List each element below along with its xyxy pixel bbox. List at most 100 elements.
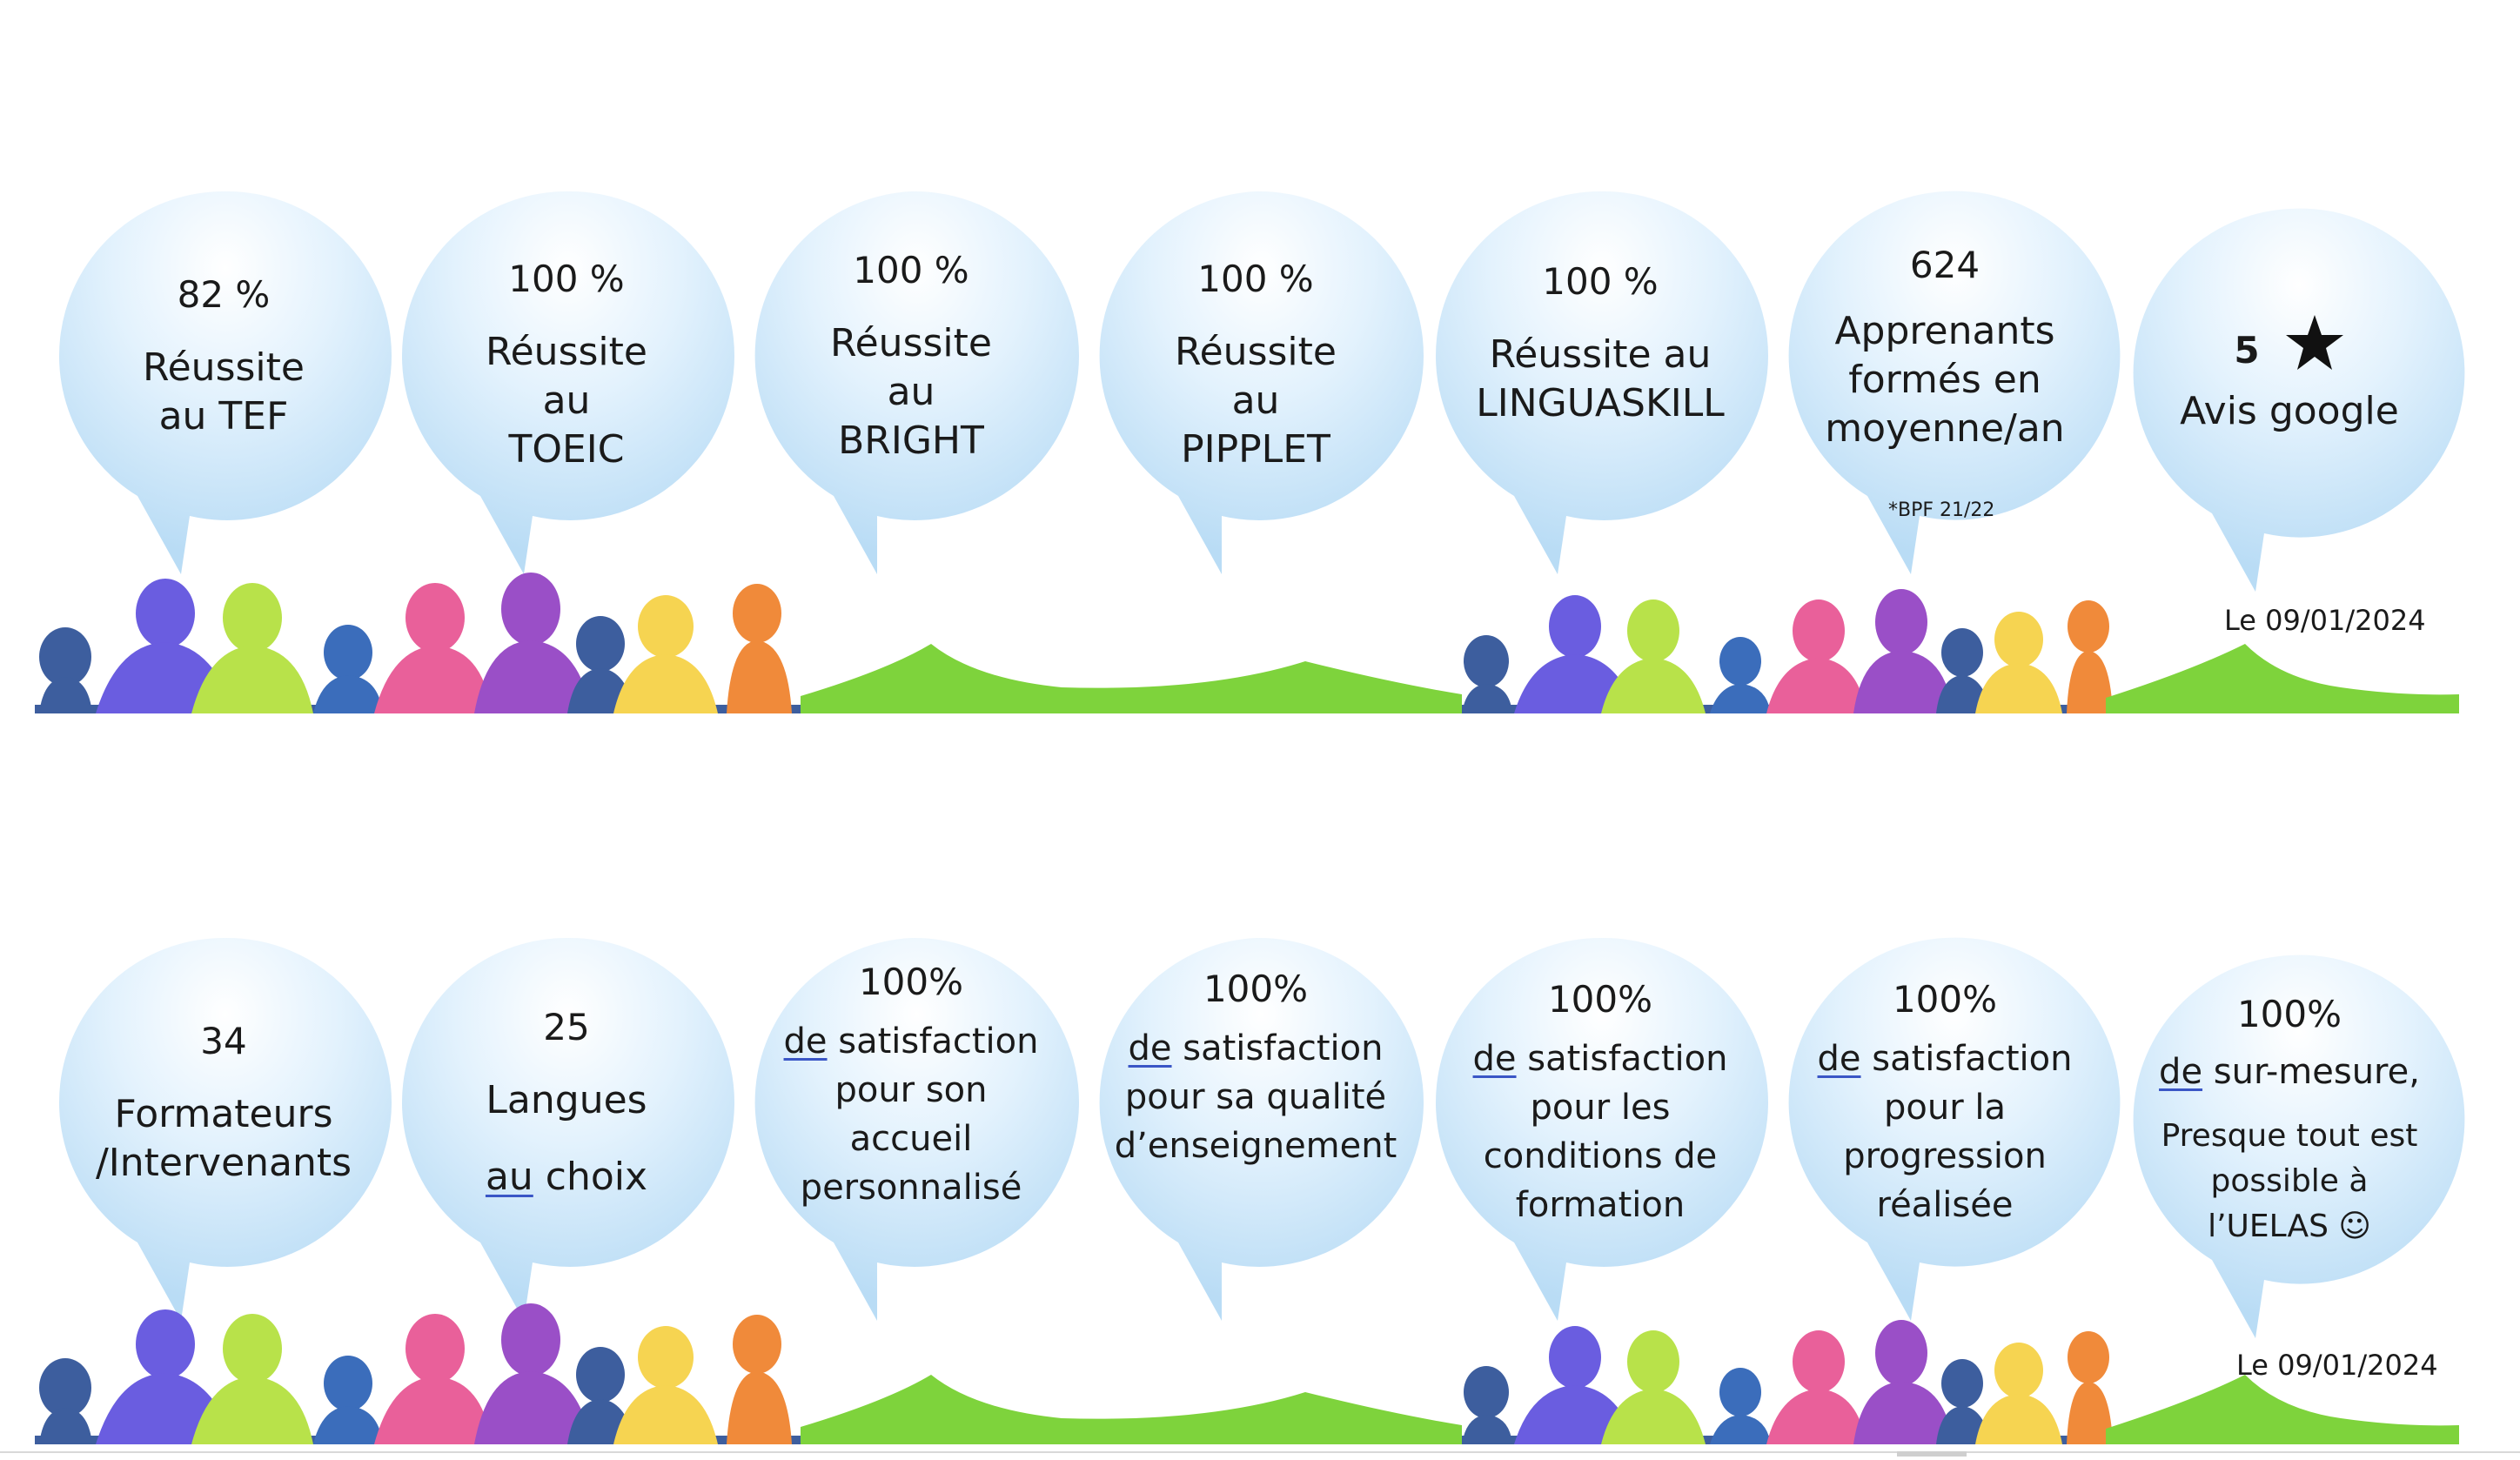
stat-value: 5 — [2234, 329, 2260, 372]
stat-label-line: Réussite — [1175, 330, 1337, 374]
stat-label-line: de satisfaction — [783, 1021, 1039, 1062]
bubble-formateurs: 34 Formateurs /Intervenants — [58, 937, 392, 1321]
grass-hills-right — [2106, 1375, 2459, 1444]
bubble-pipplet: 100 % Réussite au PIPPLET — [1091, 191, 1424, 574]
stat-value: 624 — [1909, 244, 1980, 286]
stat-label-line: réalisée — [1876, 1185, 2014, 1225]
bubble-bright: 100 % Réussite au BRIGHT — [747, 191, 1080, 574]
speech-bubble-shape — [1099, 191, 1424, 574]
people-group-left — [35, 1303, 801, 1444]
bubble-google: 5 Avis google — [2125, 208, 2465, 592]
stat-label-line: au TEF — [158, 394, 289, 439]
stat-value: 100% — [858, 961, 964, 1003]
speech-bubble-shape — [754, 191, 1080, 574]
stat-label-line: d’enseignement — [1114, 1126, 1397, 1166]
stat-label-line: pour son — [834, 1070, 988, 1110]
stat-label-line: pour la — [1884, 1088, 2006, 1128]
stat-label-line: au — [542, 378, 591, 423]
footnote: *BPF 21/22 — [1888, 499, 1995, 521]
stat-value: 100 % — [853, 249, 969, 291]
stat-label-line: pour les — [1530, 1088, 1671, 1128]
speech-bubble-shape — [1788, 191, 2121, 574]
stat-label-line: Presque tout est — [2161, 1118, 2418, 1154]
stat-label-line: TOEIC — [508, 427, 625, 472]
bubble-enseignement: 100% de satisfaction pour sa qualité d’e… — [1091, 937, 1424, 1321]
stat-label-line: progression — [1843, 1136, 2047, 1176]
star-icon — [2285, 315, 2343, 370]
date-label: Le 09/01/2024 — [2236, 1349, 2438, 1382]
speech-bubble-shape — [1435, 191, 1769, 574]
stat-label-line: Réussite — [830, 321, 992, 365]
stat-label-line: l’UELAS ☺ — [2208, 1209, 2371, 1244]
stat-label-line: Réussite — [486, 330, 647, 374]
stat-label-line: au — [1231, 378, 1280, 423]
people-illustration — [35, 573, 2459, 713]
stat-value: 82 % — [177, 273, 271, 316]
speech-bubble-shape — [401, 937, 735, 1321]
stat-value: 100% — [1203, 968, 1309, 1010]
stat-label-line: Formateurs — [114, 1092, 333, 1136]
underlined-word: de — [1817, 1039, 1861, 1079]
bubble-linguaskill: 100 % Réussite au LINGUASKILL — [1435, 191, 1769, 574]
bubble-accueil: 100% de satisfaction pour son accueil pe… — [747, 937, 1080, 1321]
stat-label-line: formés en — [1848, 358, 2041, 402]
stat-label-line: de satisfaction — [1472, 1039, 1728, 1079]
bubble-apprenants: 624 Apprenants formés en moyenne/an *BPF… — [1780, 191, 2121, 574]
stat-value: 100% — [1892, 978, 1998, 1021]
stat-label-line: LINGUASKILL — [1476, 381, 1725, 425]
stat-label-line-underlined: au choix — [485, 1155, 648, 1199]
people-illustration — [35, 1303, 2459, 1444]
speech-bubble-shape — [2133, 208, 2465, 592]
stat-label-line: pour sa qualité — [1124, 1077, 1387, 1117]
bubble-sur-mesure: 100% de sur-mesure, Presque tout est pos… — [2125, 954, 2465, 1338]
stat-value: 100 % — [508, 258, 625, 300]
underlined-word: de — [783, 1021, 828, 1062]
stat-label-line: moyenne/an — [1825, 406, 2065, 451]
bubble-progression: 100% de satisfaction pour la progression… — [1780, 937, 2121, 1321]
bubble-tef: 82 % Réussite au TEF — [58, 191, 392, 574]
underlined-word: au — [485, 1155, 533, 1199]
date-label: Le 09/01/2024 — [2224, 604, 2426, 637]
stat-value: 100 % — [1197, 258, 1314, 300]
speech-bubble-shape — [1435, 937, 1769, 1321]
stat-label-line: accueil — [849, 1119, 973, 1159]
stat-label-line: de satisfaction — [1128, 1028, 1384, 1068]
stat-label-line: Avis google — [2180, 389, 2399, 433]
people-group-right — [1462, 1320, 2113, 1444]
stat-label-line: conditions de — [1483, 1136, 1718, 1176]
stat-value: 25 — [543, 1006, 590, 1048]
stat-label-line: au — [887, 370, 935, 414]
grass-hills-middle — [801, 644, 1462, 713]
stat-label-line: personnalisé — [800, 1168, 1022, 1208]
stat-label-line: Réussite — [143, 345, 305, 390]
stat-label-line: Langues — [486, 1078, 647, 1122]
speech-bubble-shape — [2133, 954, 2465, 1338]
stat-value: 100 % — [1542, 260, 1659, 303]
speech-bubble-shape — [1788, 937, 2121, 1321]
stat-value: 100% — [1547, 978, 1653, 1021]
stat-label-line: /Intervenants — [95, 1141, 352, 1185]
underlined-word: de — [2159, 1052, 2203, 1092]
speech-bubble-shape — [754, 937, 1080, 1321]
stat-label-line: Apprenants — [1834, 309, 2055, 353]
speech-bubble-shape — [58, 937, 392, 1321]
stat-label-line: de sur-mesure, — [2159, 1052, 2420, 1092]
stat-label-line: formation — [1515, 1185, 1686, 1225]
underlined-word: de — [1128, 1028, 1172, 1068]
people-group-right — [1462, 589, 2113, 713]
stat-value: 100% — [2236, 993, 2342, 1035]
bubble-conditions: 100% de satisfaction pour les conditions… — [1435, 937, 1769, 1321]
stat-label-line: BRIGHT — [838, 419, 984, 463]
underlined-word: de — [1472, 1039, 1517, 1079]
speech-bubble-shape — [1099, 937, 1424, 1321]
page-bottom-marker — [1897, 1451, 1967, 1457]
stat-label-line: possible à — [2210, 1163, 2369, 1199]
grass-hills-right — [2106, 644, 2459, 713]
bubble-toeic: 100 % Réussite au TOEIC — [401, 191, 735, 574]
stat-label-line: PIPPLET — [1181, 427, 1330, 472]
page-bottom-border — [0, 1451, 2520, 1453]
speech-bubble-shape — [401, 191, 735, 574]
stat-label-line: Réussite au — [1489, 332, 1712, 377]
grass-hills-middle — [801, 1375, 1462, 1444]
speech-bubble-shape — [58, 191, 392, 574]
